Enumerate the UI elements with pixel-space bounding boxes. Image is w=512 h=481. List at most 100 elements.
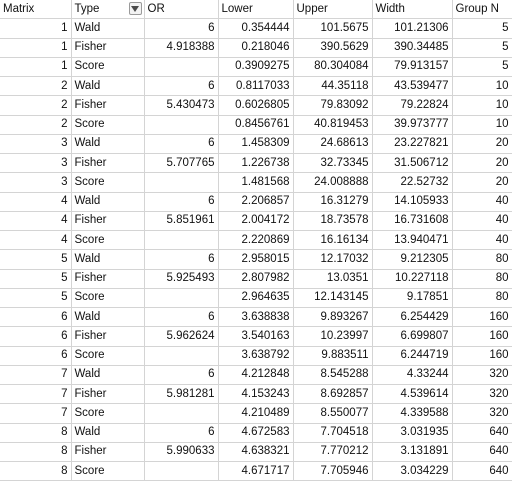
cell-lower[interactable]: 4.210489 bbox=[218, 403, 294, 424]
cell-type[interactable]: Fisher bbox=[71, 153, 145, 174]
cell-width[interactable]: 3.131891 bbox=[372, 442, 453, 463]
cell-matrix[interactable]: 7 bbox=[0, 365, 72, 386]
cell-or[interactable]: 6 bbox=[144, 134, 219, 155]
cell-or[interactable]: 6 bbox=[144, 76, 219, 97]
cell-or[interactable] bbox=[144, 288, 219, 309]
cell-type[interactable]: Wald bbox=[71, 18, 145, 39]
cell-type[interactable]: Score bbox=[71, 403, 145, 424]
cell-lower[interactable]: 3.540163 bbox=[218, 326, 294, 347]
cell-width[interactable]: 10.227118 bbox=[372, 269, 453, 289]
cell-group-n[interactable]: 320 bbox=[452, 403, 512, 424]
cell-or[interactable] bbox=[144, 403, 219, 424]
cell-upper[interactable]: 24.68613 bbox=[293, 134, 373, 155]
cell-lower[interactable]: 0.8117033 bbox=[218, 76, 294, 97]
cell-type[interactable]: Score bbox=[71, 57, 145, 78]
cell-upper[interactable]: 16.16134 bbox=[293, 230, 373, 251]
cell-lower[interactable]: 3.638792 bbox=[218, 346, 294, 366]
cell-group-n[interactable]: 20 bbox=[452, 134, 512, 155]
cell-type[interactable]: Wald bbox=[71, 423, 145, 443]
cell-upper[interactable]: 8.545288 bbox=[293, 365, 373, 386]
cell-width[interactable]: 23.227821 bbox=[372, 134, 453, 155]
cell-type[interactable]: Score bbox=[71, 115, 145, 135]
cell-type[interactable]: Fisher bbox=[71, 442, 145, 463]
cell-lower[interactable]: 2.220869 bbox=[218, 230, 294, 251]
dropdown-arrow-icon[interactable] bbox=[128, 2, 142, 15]
cell-or[interactable]: 6 bbox=[144, 307, 219, 328]
cell-or[interactable]: 6 bbox=[144, 423, 219, 443]
cell-lower[interactable]: 2.206857 bbox=[218, 192, 294, 212]
cell-type[interactable]: Wald bbox=[71, 76, 145, 97]
header-type[interactable]: Type bbox=[71, 0, 145, 20]
cell-or[interactable] bbox=[144, 172, 219, 193]
cell-matrix[interactable]: 2 bbox=[0, 95, 72, 116]
cell-group-n[interactable]: 80 bbox=[452, 288, 512, 309]
cell-lower[interactable]: 2.004172 bbox=[218, 211, 294, 232]
cell-or[interactable] bbox=[144, 461, 219, 481]
cell-type[interactable]: Score bbox=[71, 461, 145, 481]
cell-width[interactable]: 43.539477 bbox=[372, 76, 453, 97]
cell-matrix[interactable]: 6 bbox=[0, 326, 72, 347]
cell-matrix[interactable]: 5 bbox=[0, 269, 72, 289]
cell-or[interactable] bbox=[144, 115, 219, 135]
cell-upper[interactable]: 8.692857 bbox=[293, 384, 373, 405]
cell-group-n[interactable]: 10 bbox=[452, 76, 512, 97]
cell-group-n[interactable]: 320 bbox=[452, 365, 512, 386]
cell-or[interactable]: 5.430473 bbox=[144, 95, 219, 116]
cell-matrix[interactable]: 1 bbox=[0, 38, 72, 58]
cell-upper[interactable]: 24.008888 bbox=[293, 172, 373, 193]
cell-group-n[interactable]: 160 bbox=[452, 307, 512, 328]
cell-upper[interactable]: 7.770212 bbox=[293, 442, 373, 463]
cell-type[interactable]: Fisher bbox=[71, 269, 145, 289]
cell-matrix[interactable]: 4 bbox=[0, 211, 72, 232]
cell-lower[interactable]: 2.958015 bbox=[218, 249, 294, 270]
cell-type[interactable]: Score bbox=[71, 172, 145, 193]
cell-lower[interactable]: 3.638838 bbox=[218, 307, 294, 328]
cell-upper[interactable]: 80.304084 bbox=[293, 57, 373, 78]
cell-matrix[interactable]: 5 bbox=[0, 288, 72, 309]
cell-or[interactable] bbox=[144, 346, 219, 366]
cell-lower[interactable]: 0.8456761 bbox=[218, 115, 294, 135]
cell-lower[interactable]: 4.671717 bbox=[218, 461, 294, 481]
cell-upper[interactable]: 44.35118 bbox=[293, 76, 373, 97]
cell-matrix[interactable]: 6 bbox=[0, 307, 72, 328]
cell-width[interactable]: 4.539614 bbox=[372, 384, 453, 405]
cell-group-n[interactable]: 5 bbox=[452, 57, 512, 78]
cell-lower[interactable]: 1.458309 bbox=[218, 134, 294, 155]
cell-upper[interactable]: 9.893267 bbox=[293, 307, 373, 328]
cell-width[interactable]: 79.913157 bbox=[372, 57, 453, 78]
cell-upper[interactable]: 18.73578 bbox=[293, 211, 373, 232]
cell-type[interactable]: Score bbox=[71, 346, 145, 366]
cell-group-n[interactable]: 5 bbox=[452, 18, 512, 39]
cell-group-n[interactable]: 5 bbox=[452, 38, 512, 58]
cell-width[interactable]: 4.33244 bbox=[372, 365, 453, 386]
cell-group-n[interactable]: 10 bbox=[452, 115, 512, 135]
cell-group-n[interactable]: 40 bbox=[452, 192, 512, 212]
cell-upper[interactable]: 32.73345 bbox=[293, 153, 373, 174]
cell-type[interactable]: Wald bbox=[71, 365, 145, 386]
cell-type[interactable]: Wald bbox=[71, 192, 145, 212]
cell-width[interactable]: 9.17851 bbox=[372, 288, 453, 309]
cell-upper[interactable]: 12.17032 bbox=[293, 249, 373, 270]
cell-group-n[interactable]: 320 bbox=[452, 384, 512, 405]
cell-width[interactable]: 39.973777 bbox=[372, 115, 453, 135]
header-width[interactable]: Width bbox=[372, 0, 453, 20]
cell-or[interactable]: 5.981281 bbox=[144, 384, 219, 405]
cell-or[interactable]: 5.925493 bbox=[144, 269, 219, 289]
cell-width[interactable]: 3.034229 bbox=[372, 461, 453, 481]
cell-group-n[interactable]: 10 bbox=[452, 95, 512, 116]
cell-upper[interactable]: 390.5629 bbox=[293, 38, 373, 58]
cell-lower[interactable]: 2.807982 bbox=[218, 269, 294, 289]
cell-or[interactable]: 5.707765 bbox=[144, 153, 219, 174]
header-upper[interactable]: Upper bbox=[293, 0, 373, 20]
cell-matrix[interactable]: 3 bbox=[0, 172, 72, 193]
cell-group-n[interactable]: 160 bbox=[452, 346, 512, 366]
cell-matrix[interactable]: 5 bbox=[0, 249, 72, 270]
cell-or[interactable]: 6 bbox=[144, 249, 219, 270]
cell-type[interactable]: Score bbox=[71, 230, 145, 251]
cell-upper[interactable]: 13.0351 bbox=[293, 269, 373, 289]
cell-group-n[interactable]: 80 bbox=[452, 269, 512, 289]
cell-group-n[interactable]: 160 bbox=[452, 326, 512, 347]
cell-or[interactable]: 4.918388 bbox=[144, 38, 219, 58]
cell-width[interactable]: 6.254429 bbox=[372, 307, 453, 328]
cell-width[interactable]: 14.105933 bbox=[372, 192, 453, 212]
